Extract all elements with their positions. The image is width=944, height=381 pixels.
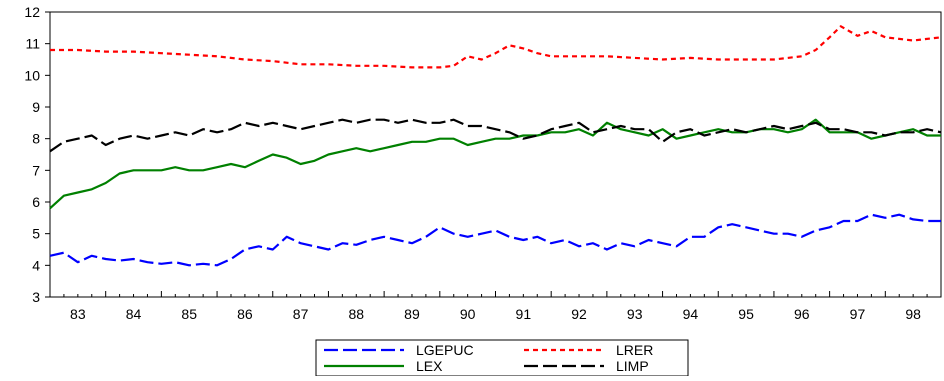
series-line-lex (49, 118, 941, 210)
y-tick-label: 12 (24, 4, 40, 20)
y-tick-label: 4 (32, 257, 40, 273)
x-tick-label: 84 (126, 306, 142, 322)
x-tick-label: 94 (683, 306, 699, 322)
legend-label-lrer: LRER (616, 342, 653, 358)
x-tick-label: 95 (738, 306, 754, 322)
x-tick-label: 89 (404, 306, 420, 322)
plot-series (49, 25, 942, 267)
x-tick-label: 96 (794, 306, 810, 322)
legend-box (315, 339, 689, 377)
x-tick-label: 93 (627, 306, 643, 322)
x-tick-label: 91 (516, 306, 532, 322)
y-tick-label: 5 (32, 226, 40, 242)
x-tick-label: 90 (460, 306, 476, 322)
y-tick-label: 6 (32, 194, 40, 210)
legend-label-limp: LIMP (616, 358, 649, 374)
x-tick-label: 87 (293, 306, 309, 322)
x-tick-label: 85 (181, 306, 197, 322)
y-tick-label: 3 (32, 289, 40, 305)
y-tick-label: 11 (25, 36, 40, 52)
legend-label-lex: LEX (416, 358, 443, 374)
y-tick-label: 10 (24, 67, 40, 83)
y-tick-label: 7 (32, 162, 40, 178)
x-tick-label: 83 (70, 306, 86, 322)
x-tick-label: 97 (850, 306, 866, 322)
y-tick-label: 9 (32, 99, 40, 115)
series-line-lgepuc (49, 213, 941, 267)
x-tick-label: 92 (571, 306, 587, 322)
legend: LGEPUC LRER LEX LIMP (315, 339, 689, 377)
x-tick-label: 86 (237, 306, 253, 322)
x-tick-label: 88 (348, 306, 364, 322)
series-line-limp (49, 118, 942, 153)
series-line-lrer (50, 25, 942, 69)
x-tick-label: 98 (905, 306, 921, 322)
legend-label-lgepuc: LGEPUC (416, 342, 474, 358)
y-tick-label: 8 (32, 131, 40, 147)
